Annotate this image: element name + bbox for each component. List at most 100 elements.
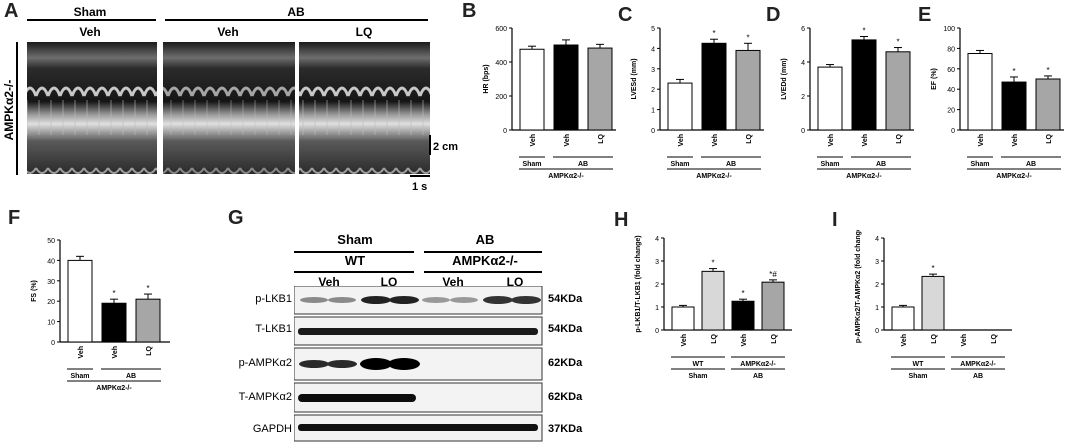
significance-mark: * [862, 27, 865, 36]
bar [735, 49, 761, 131]
y-tick-label: 600 [495, 26, 507, 33]
row-label-genotype: AMPKα2-/- [2, 80, 16, 141]
chart-c-lvesd: 0 1 2 3 4 5 LVESd (mm) Veh * Veh * LQ Sham AB AMPKα2-/… [631, 26, 764, 180]
genotype-label: AMPKα2-/- [996, 173, 1032, 180]
label-ab-lq: LQ [356, 25, 373, 39]
chart-f-fractional-shortening: 0 10 20 30 40 50 FS (%) Veh * Veh * LQ Sham AB AMPKα2-… [31, 238, 170, 392]
echo-image-ab-veh [163, 42, 295, 174]
x-tick-label: LQ [771, 333, 778, 343]
y-tick-label: 50 [47, 238, 55, 245]
x-tick-label: LQ [896, 133, 903, 143]
group-label: AMPKα2-/- [740, 361, 776, 368]
bar [671, 306, 695, 331]
x-tick-label: Veh [862, 134, 869, 146]
y-tick-label: 3 [875, 259, 879, 266]
bar [891, 306, 915, 331]
x-tick-label: Veh [78, 346, 85, 358]
label-sham-veh: Veh [79, 25, 100, 39]
significance-mark: * [896, 38, 899, 47]
blot-genotype-ko: AMPKα2-/- [452, 253, 518, 268]
genotype-label: AMPKα2-/- [96, 385, 132, 392]
bar [731, 300, 755, 331]
bar [67, 259, 93, 343]
blot-header-ab: AB [475, 232, 495, 247]
x-tick-label: LQ [931, 333, 938, 343]
significance-mark: * [146, 284, 149, 293]
scale-label-vertical: 2 cm [433, 141, 458, 153]
bar [701, 270, 725, 331]
blot-size-tlkb1: 54KDa [548, 323, 583, 335]
y-tick-label: 6 [801, 26, 805, 33]
group-label: Sham [70, 373, 89, 380]
significance-mark: *# [769, 270, 777, 279]
x-tick-label: Veh [564, 134, 571, 146]
panel-letter-g: G [228, 207, 244, 229]
genotype-label: AMPKα2-/- [696, 173, 732, 180]
y-tick-label: 200 [495, 94, 507, 101]
y-tick-label: 30 [47, 279, 55, 286]
y-tick-label: 3 [651, 67, 655, 74]
blot-size-plkb1: 54KDa [548, 293, 583, 305]
label-ab: AB [287, 5, 305, 19]
y-axis-label: HR (bps) [483, 64, 490, 93]
blot-size-gapdh: 37KDa [548, 423, 583, 435]
bar [519, 48, 545, 131]
panel-a: Sham Veh AB Veh LQ AMPKα2-/- 2 cm 1 s [2, 5, 458, 193]
y-tick-label: 10 [47, 320, 55, 327]
group-sublabel: Sham [908, 373, 927, 380]
blot-genotype-wt: WT [344, 253, 366, 268]
y-tick-label: 80 [947, 46, 955, 53]
x-tick-label: Veh [961, 334, 968, 346]
chart-d-lvedd: 0 2 4 6 LVEDd (mm) Veh * Veh * LQ Sham AB AMPKα2-/- [781, 26, 914, 180]
x-tick-label: Veh [712, 134, 719, 146]
panel-letter-a: A [4, 0, 19, 22]
y-tick-label: 100 [943, 26, 955, 33]
y-tick-label: 4 [801, 60, 805, 67]
y-axis-label: LVESd (mm) [631, 58, 638, 99]
bar [817, 66, 843, 131]
significance-mark: * [931, 264, 934, 273]
blot-bar-wt [294, 271, 414, 273]
panel-letter-i: I [832, 209, 838, 231]
y-tick-label: 4 [651, 46, 655, 53]
y-tick-label: 5 [651, 26, 655, 33]
y-tick-label: 40 [947, 87, 955, 94]
panel-letter-c: C [618, 4, 633, 26]
label-ab-veh: Veh [217, 25, 238, 39]
y-tick-label: 0 [875, 328, 879, 335]
group-sublabel: Sham [688, 373, 707, 380]
bar [1001, 81, 1027, 131]
group-sublabel: AB [753, 373, 763, 380]
group-label: Sham [820, 161, 839, 168]
blot-row-label-gapdh: GAPDH [252, 423, 292, 435]
significance-mark: * [1012, 67, 1015, 76]
significance-mark: * [711, 259, 714, 268]
group-label: AB [126, 373, 136, 380]
scale-label-horizontal: 1 s [412, 181, 427, 193]
bar [587, 47, 613, 131]
x-tick-label: LQ [598, 133, 605, 143]
label-sham: Sham [74, 5, 107, 19]
group-label: AB [1026, 161, 1036, 168]
blot-bar-sham [294, 251, 414, 253]
x-tick-label: Veh [530, 134, 537, 146]
y-tick-label: 2 [875, 282, 879, 289]
bar [885, 51, 911, 131]
chart-b-heart-rate: 0 200 400 600 HR (bps) Veh Veh LQ Sham AB AMPKα2-/… [483, 26, 616, 180]
blot-size-pampk: 62KDa [548, 357, 583, 369]
x-tick-label: Veh [678, 134, 685, 146]
x-tick-label: LQ [711, 333, 718, 343]
y-tick-label: 0 [801, 128, 805, 135]
x-tick-label: LQ [991, 333, 998, 343]
group-label: AB [726, 161, 736, 168]
group-sublabel: AB [973, 373, 983, 380]
x-tick-label: LQ [146, 345, 153, 355]
chart-e-ejection-fraction: 0 20 40 60 80 100 EF (%) Veh * Veh * LQ Sham AB AMPKα2… [931, 26, 1064, 180]
significance-mark: * [712, 29, 715, 38]
x-tick-label: Veh [828, 134, 835, 146]
blot-row-label-tampk: T-AMPKα2 [238, 391, 292, 403]
panel-letter-e: E [918, 4, 932, 26]
x-tick-label: Veh [112, 346, 119, 358]
bar [851, 39, 877, 131]
